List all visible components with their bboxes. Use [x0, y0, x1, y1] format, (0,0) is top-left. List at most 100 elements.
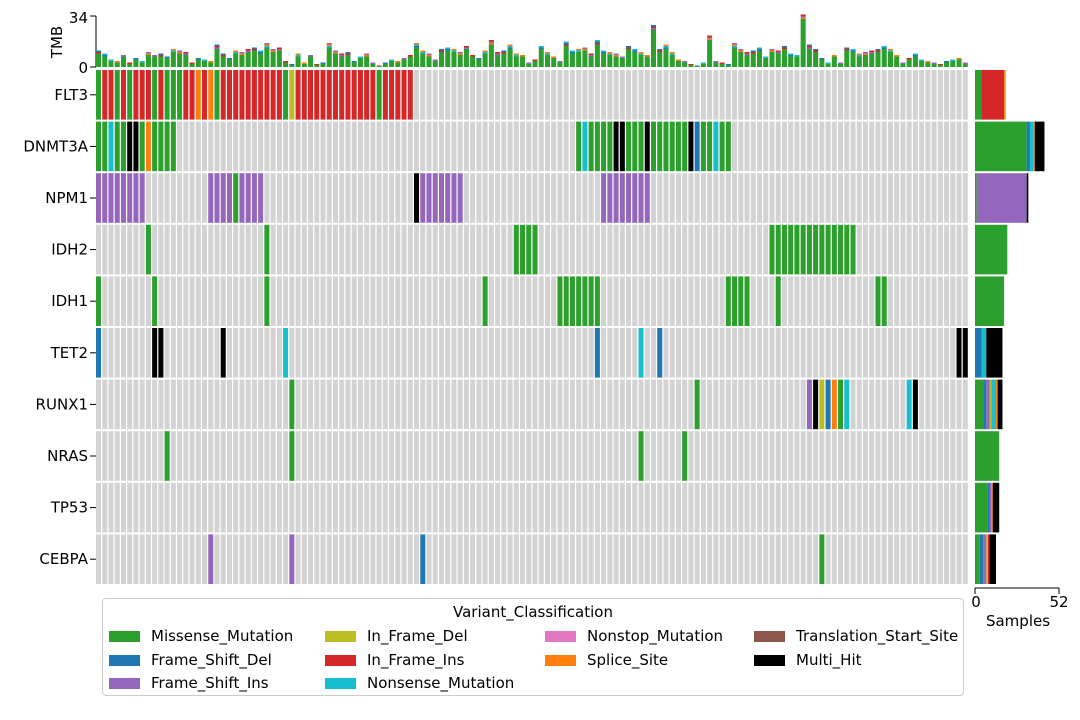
cell-tp53-61	[476, 482, 482, 533]
tmb-bar-39-0	[339, 56, 345, 67]
cell-dnmt3a-1	[102, 121, 108, 172]
samples-bar-panel	[974, 70, 1060, 594]
cell-cebpa-29	[276, 534, 282, 584]
tmb-bar-75-2	[563, 43, 569, 45]
cell-cebpa-95	[688, 534, 694, 584]
cell-flt3-49	[401, 70, 407, 120]
tmb-bar-91-3	[663, 44, 669, 46]
legend-label: Frame_Shift_Del	[151, 650, 272, 669]
tmb-bar-15-0	[189, 64, 195, 67]
cell-flt3-122	[856, 70, 862, 120]
cell-dnmt3a-16	[195, 121, 201, 172]
cell-runx1-115	[813, 379, 819, 430]
cell-npm1-52	[420, 173, 426, 223]
cell-nras-11	[164, 431, 170, 481]
tmb-bar-24-0	[245, 52, 251, 67]
cell-idh1-122	[856, 276, 862, 326]
samples-axis-label: Samples	[986, 612, 1050, 630]
cell-flt3-61	[476, 70, 482, 120]
cell-runx1-109	[775, 379, 781, 430]
cell-nras-14	[183, 431, 189, 481]
cell-cebpa-68	[520, 534, 526, 584]
cell-tp53-11	[164, 482, 170, 533]
cell-nras-9	[152, 431, 158, 481]
samples-bar-npm1-1	[976, 173, 1027, 223]
cell-cebpa-46	[382, 534, 388, 584]
tmb-bar-97-0	[700, 64, 706, 67]
cell-flt3-94	[682, 70, 688, 120]
tmb-bar-127-2	[887, 49, 893, 51]
tmb-bar-55-2	[438, 49, 444, 51]
cell-nras-21	[226, 431, 232, 481]
cell-dnmt3a-20	[220, 121, 226, 172]
samples-bar-tp53-0	[975, 482, 988, 533]
cell-flt3-31	[289, 70, 295, 120]
tmb-bar-112-0	[794, 56, 800, 67]
cell-npm1-136	[944, 173, 950, 223]
cell-nras-67	[513, 431, 519, 481]
cell-idh2-131	[912, 224, 918, 275]
cell-nras-36	[320, 431, 326, 481]
tmb-bar-38-2	[332, 50, 338, 52]
tmb-bar-119-1	[838, 62, 844, 64]
cell-flt3-71	[538, 70, 544, 120]
cell-idh1-40	[345, 276, 351, 326]
cell-tp53-111	[788, 482, 794, 533]
tmb-bar-76-0	[569, 53, 575, 67]
cell-flt3-18	[208, 70, 214, 120]
cell-flt3-50	[407, 70, 413, 120]
cell-runx1-69	[526, 379, 532, 430]
cell-idh2-3	[114, 224, 120, 275]
cell-tet2-70	[532, 328, 538, 378]
cell-flt3-131	[912, 70, 918, 120]
cell-npm1-32	[295, 173, 301, 223]
tmb-bar-27-2	[264, 44, 270, 46]
tmb-bar-20-1	[220, 55, 226, 57]
cell-cebpa-16	[195, 534, 201, 584]
cell-dnmt3a-53	[426, 121, 432, 172]
cell-idh1-32	[295, 276, 301, 326]
cell-dnmt3a-126	[881, 121, 887, 172]
tmb-bar-86-2	[632, 49, 638, 51]
cell-runx1-5	[127, 379, 133, 430]
tmb-bar-11-1	[164, 56, 170, 58]
cell-tp53-8	[145, 482, 151, 533]
cell-tp53-118	[831, 482, 837, 533]
cell-idh1-26	[258, 276, 264, 326]
cell-flt3-33	[301, 70, 307, 120]
tmb-bar-10-2	[158, 53, 164, 55]
cell-tet2-106	[756, 328, 763, 378]
tmb-bar-39-2	[339, 53, 345, 55]
cell-tet2-4	[120, 328, 126, 378]
cell-tp53-97	[700, 482, 706, 533]
cell-npm1-72	[544, 173, 551, 223]
cell-idh2-65	[501, 224, 507, 275]
tmb-bar-106-1	[756, 49, 763, 51]
tmb-bar-57-1	[451, 50, 457, 52]
cell-runx1-129	[900, 379, 906, 430]
cell-idh1-137	[950, 276, 956, 326]
cell-tp53-89	[650, 482, 657, 533]
cell-idh2-118	[831, 224, 837, 275]
tmb-bar-69-0	[526, 64, 532, 67]
cell-dnmt3a-51	[414, 121, 420, 172]
cell-idh1-58	[457, 276, 463, 326]
cell-tet2-31	[289, 328, 295, 378]
cell-cebpa-102	[732, 534, 738, 584]
cell-dnmt3a-14	[183, 121, 189, 172]
cell-idh2-53	[426, 224, 432, 275]
cell-nras-133	[925, 431, 931, 481]
tmb-bar-12-2	[170, 49, 176, 51]
cell-runx1-125	[875, 379, 881, 430]
cell-flt3-101	[725, 70, 731, 120]
tmb-bar-43-1	[364, 55, 370, 57]
cell-cebpa-41	[351, 534, 357, 584]
cell-cebpa-138	[956, 534, 962, 584]
cell-dnmt3a-87	[638, 121, 644, 172]
cell-flt3-130	[906, 70, 912, 120]
cell-idh1-92	[669, 276, 675, 326]
tmb-bar-34-0	[308, 56, 314, 67]
cell-dnmt3a-82	[607, 121, 613, 172]
cell-runx1-126	[881, 379, 887, 430]
cell-runx1-33	[301, 379, 307, 430]
